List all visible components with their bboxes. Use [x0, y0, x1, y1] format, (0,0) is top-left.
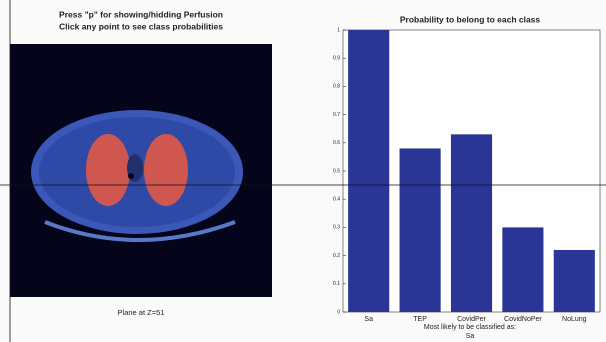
x-tick-label: NoLung	[562, 316, 587, 323]
instruction: Click any point to see class probabiliti…	[59, 21, 223, 31]
instruction: Press "p" for showing/hidding Perfusion	[59, 9, 223, 19]
bar	[554, 250, 595, 312]
y-tick-label: 0.7	[333, 112, 340, 118]
y-tick-label: 0.4	[333, 197, 340, 203]
y-tick-label: 1	[337, 27, 340, 33]
y-tick-label: 0.1	[333, 281, 340, 287]
chart-title: Probability to belong to each class	[400, 14, 541, 24]
y-tick-label: 0	[337, 309, 340, 315]
ct-image[interactable]	[10, 44, 272, 297]
y-tick-label: 0.2	[333, 253, 340, 259]
x-axis-label: Sa	[466, 333, 475, 340]
y-tick-label: 0.5	[333, 168, 340, 174]
bar	[400, 148, 441, 312]
plane-caption: Plane at Z=51	[118, 308, 165, 317]
y-tick-label: 0.8	[333, 84, 340, 90]
app-window: Press "p" for showing/hidding Perfusion …	[0, 0, 606, 342]
x-tick-label: Sa	[364, 316, 373, 323]
y-tick-label: 0.3	[333, 225, 340, 231]
bar	[348, 30, 389, 312]
y-tick-label: 0.6	[333, 140, 340, 146]
x-tick-label: TEP	[413, 316, 427, 323]
bar	[502, 227, 543, 312]
trachea	[128, 173, 134, 179]
x-tick-label: CovidNoPer	[504, 316, 542, 323]
lung-left	[144, 134, 188, 206]
chart: 0 0.1 0.2 0.3 0.4 0.5 0.6 0.7 0.8 0.9 1 Sa TEP CovidP…	[333, 27, 600, 323]
x-axis-label: Most likely to be classified as:	[424, 324, 516, 331]
y-tick-label: 0.9	[333, 56, 340, 62]
lung-right	[86, 134, 130, 206]
x-tick-label: CovidPer	[457, 316, 486, 323]
bar	[451, 134, 492, 312]
